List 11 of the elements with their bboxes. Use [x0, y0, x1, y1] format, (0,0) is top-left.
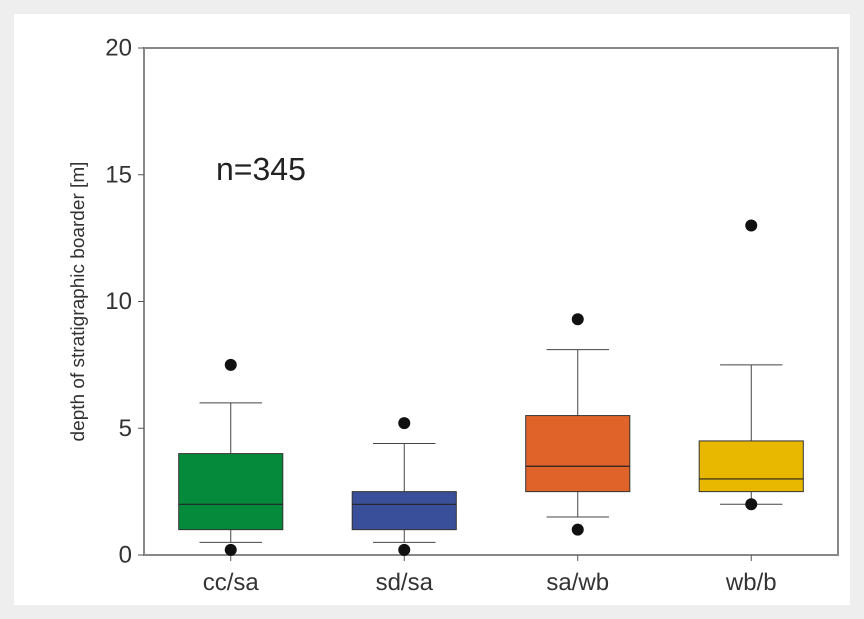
y-axis-title: depth of stratigraphic boarder [m] [68, 162, 89, 442]
y-tick-label: 20 [105, 34, 132, 62]
y-tick-label: 15 [105, 161, 132, 188]
x-tick-label: sa/wb [546, 569, 610, 596]
x-tick-label: sd/sa [376, 569, 434, 596]
annotation: n=345 [216, 151, 306, 187]
x-tick-label: wb/b [724, 569, 777, 596]
y-tick-label: 0 [118, 542, 132, 568]
y-tick-label: 10 [105, 288, 132, 315]
y-tick-label: 5 [118, 414, 132, 442]
x-tick-label: cc/sa [202, 569, 260, 596]
